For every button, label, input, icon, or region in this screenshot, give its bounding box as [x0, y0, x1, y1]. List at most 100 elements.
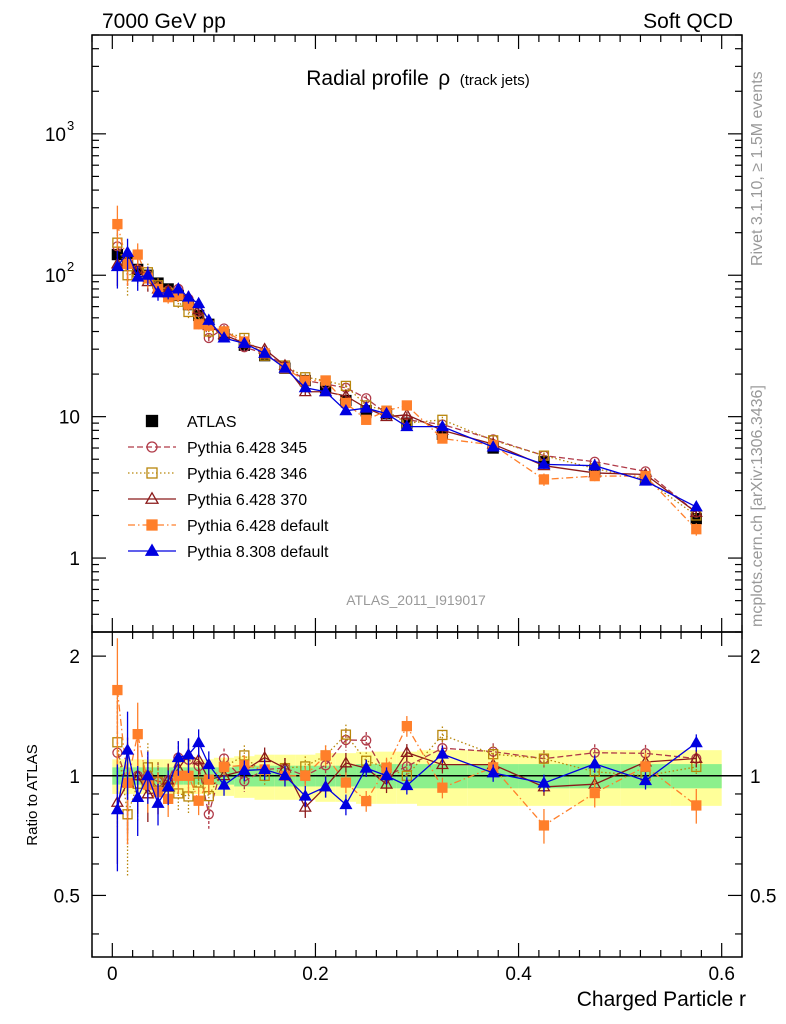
ratio-point — [110, 802, 124, 815]
data-point — [538, 474, 550, 485]
data-point — [121, 245, 135, 257]
y-tick-exponent: 3 — [67, 118, 74, 133]
main-series-group — [110, 205, 703, 536]
ratio-tick-label-right: 2 — [750, 647, 761, 668]
ratio-point — [161, 780, 175, 792]
ratio-point — [193, 777, 204, 788]
y-tick-label: 10 — [45, 125, 66, 146]
x-axis-label: Charged Particle r — [577, 988, 746, 1011]
legend-label: Pythia 6.428 346 — [187, 466, 307, 483]
y-tick-exponent: 2 — [67, 259, 74, 274]
ratio-point — [217, 778, 231, 790]
ratio-point — [151, 796, 165, 808]
data-point — [112, 218, 123, 230]
ratio-point — [171, 750, 185, 763]
ratio-point — [689, 735, 703, 748]
legend-label: ATLAS — [187, 414, 237, 431]
data-point — [437, 433, 448, 444]
x-tick-label: 0.6 — [708, 964, 734, 985]
data-point — [380, 406, 394, 419]
ratio-series-line — [116, 739, 697, 815]
legend-item-pythia-6-428-346: Pythia 6.428 346 — [128, 466, 307, 483]
ratio-ylabel: Ratio to ATLAS — [24, 744, 41, 845]
ratio-tick-label-left: 1 — [69, 767, 80, 788]
legend-label: Pythia 8.308 default — [187, 544, 329, 561]
data-point — [141, 268, 155, 280]
ratio-point — [218, 761, 230, 773]
data-point — [132, 249, 143, 260]
ratio-tick-label-left: 0.5 — [54, 886, 80, 907]
data-point — [319, 384, 333, 397]
legend-marker — [144, 543, 160, 556]
data-point — [689, 500, 703, 512]
energy-label: 7000 GeV pp — [102, 10, 226, 33]
ratio-point — [339, 797, 353, 810]
data-point — [435, 419, 449, 432]
rivet-version-label: Rivet 3.1.10, ≥ 1.5M events — [749, 71, 766, 266]
ratio-point — [689, 751, 703, 763]
ratio-point — [131, 790, 145, 802]
data-point — [339, 403, 353, 416]
ratio-tick-label-right: 1 — [750, 767, 761, 788]
data-point — [278, 361, 292, 373]
x-tick-label: 0.4 — [505, 964, 532, 985]
data-point — [298, 380, 312, 393]
ratio-point — [435, 757, 449, 770]
legend-marker — [146, 467, 158, 479]
series-line — [116, 223, 697, 530]
data-point — [192, 296, 206, 309]
chart-title-main: Radial profile — [306, 67, 429, 90]
legend-marker — [144, 491, 160, 504]
ratio-point — [359, 761, 373, 773]
ratio-point — [538, 820, 550, 831]
ratio-point — [300, 770, 311, 781]
ratio-point — [361, 795, 372, 807]
data-point — [589, 470, 600, 482]
ratio-series-group — [110, 638, 703, 876]
legend-item-pythia-6-428-370: Pythia 6.428 370 — [128, 491, 307, 509]
ratio-point — [400, 745, 414, 757]
data-point — [588, 458, 602, 471]
ratio-point — [537, 776, 551, 788]
category-label: Soft QCD — [643, 10, 733, 33]
data-point — [131, 270, 145, 282]
chart-title: Radial profile ρ (track jets) — [306, 67, 529, 90]
ratio-point — [141, 768, 155, 781]
ratio-point — [298, 800, 312, 812]
ratio-point — [435, 747, 449, 759]
x-tick-label: 0 — [107, 964, 118, 985]
ratio-point — [538, 753, 550, 764]
ratio-point — [202, 757, 216, 770]
mcplots-label: mcplots.cern.ch [arXiv:1306.3436] — [749, 385, 766, 627]
legend-item-atlas: ATLAS — [145, 414, 237, 431]
ratio-point — [588, 757, 602, 769]
ratio-point — [112, 684, 123, 696]
y-tick-label: 1 — [69, 549, 80, 570]
legend-label: Pythia 6.428 370 — [187, 492, 307, 509]
data-point — [237, 336, 251, 348]
legend-item-pythia-6-428-345: Pythia 6.428 345 — [128, 440, 307, 457]
ratio-point — [121, 743, 135, 755]
legend-marker — [146, 519, 158, 531]
ratio-point — [278, 768, 292, 781]
ratio-point — [258, 762, 272, 774]
ratio-point — [691, 800, 702, 811]
ratio-point — [380, 768, 394, 781]
ratio-point — [193, 795, 204, 806]
data-point — [193, 319, 204, 330]
chart-title-symbol: ρ — [438, 67, 450, 90]
ratio-point — [486, 766, 500, 778]
chart-title-suffix: (track jets) — [460, 72, 530, 89]
ratio-point — [237, 763, 251, 775]
ratio-point — [589, 787, 600, 799]
ratio-series-line — [116, 733, 697, 815]
data-point — [151, 286, 165, 298]
data-point — [361, 414, 372, 425]
ratio-tick-label-right: 0.5 — [750, 886, 776, 907]
ratio-point — [437, 729, 448, 741]
y-tick-label: 10 — [45, 266, 66, 287]
ratio-point — [361, 735, 372, 746]
series-pythia-6-428-default — [112, 205, 702, 536]
data-point — [537, 457, 551, 469]
